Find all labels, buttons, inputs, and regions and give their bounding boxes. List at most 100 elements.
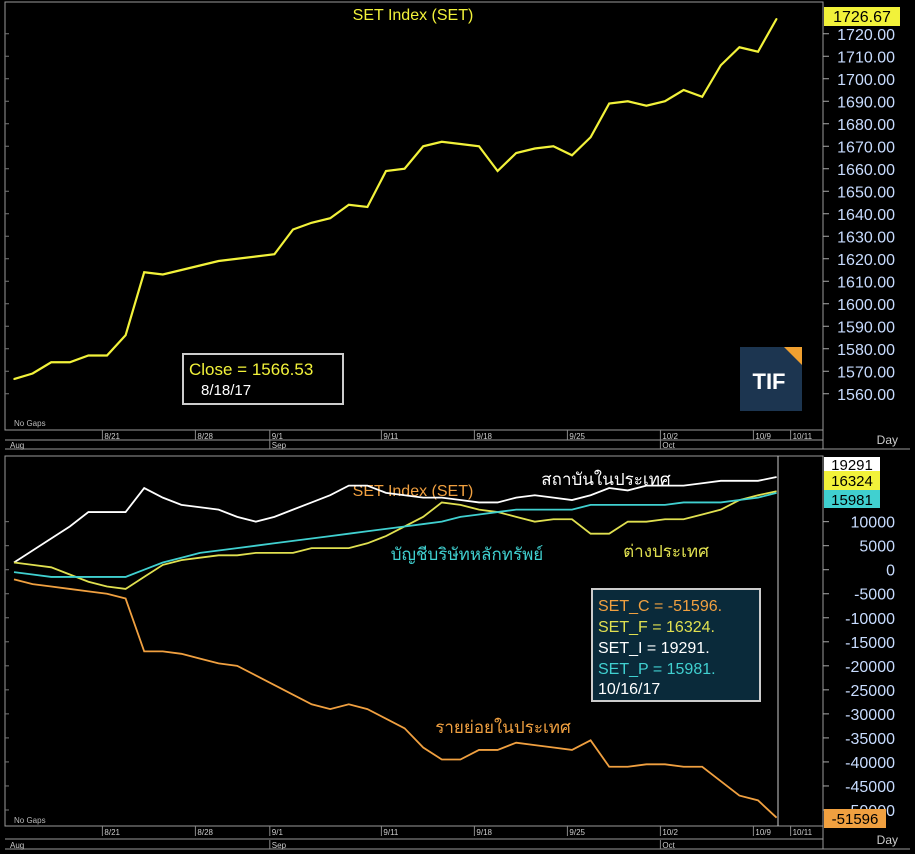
set-index-point — [292, 228, 294, 231]
series-line-proprietary — [13, 492, 777, 578]
y-tick-label: 1720.00 — [837, 27, 895, 44]
set-index-point — [143, 271, 145, 274]
set-index-point — [701, 95, 703, 98]
month-label: Sep — [272, 441, 287, 450]
y-tick-label: 1690.00 — [837, 94, 895, 111]
set-index-point — [515, 152, 517, 154]
x-tick-label: 9/1 — [272, 432, 284, 441]
x-tick-label: 10/2 — [662, 828, 678, 837]
last-value-tags-2: 19291 16324 15981 -51596 — [824, 457, 886, 828]
panel-investor-flows: 10000 5000 0 -5000 -10000 -15000 -20000 -25000 -… — [4, 455, 910, 850]
set-index-line — [13, 18, 778, 381]
x-tick-label: 9/25 — [569, 828, 585, 837]
y-tick-label: 1640.00 — [837, 207, 895, 224]
y-tick-label: 1630.00 — [837, 229, 895, 246]
set-index-point — [236, 257, 238, 260]
set-index-point — [180, 269, 183, 271]
set-index-point — [348, 203, 350, 206]
last-value-tag: 1726.67 — [824, 7, 900, 26]
y-tick-label: 1670.00 — [837, 139, 895, 156]
x-tick-label: 10/9 — [755, 432, 771, 441]
x-tick-label: 9/18 — [476, 828, 492, 837]
y-tick-label: 1660.00 — [837, 162, 895, 179]
y-tick-label: 1570.00 — [837, 364, 895, 381]
x-axis-2: 8/21 8/28 9/1 9/11 9/18 9/25 10/2 10/9 10/11 Aug S… — [10, 826, 813, 850]
month-label: Aug — [10, 441, 24, 450]
close-date: 8/18/17 — [201, 382, 251, 399]
series-line-foreign — [13, 490, 777, 590]
set-index-point — [496, 170, 499, 172]
set-index-point — [106, 354, 108, 357]
x-tick-label: 10/11 — [793, 432, 813, 441]
x-tick-label: 8/28 — [197, 432, 213, 441]
y-tick-label: 1560.00 — [837, 387, 895, 404]
x-tick-label: 9/1 — [272, 828, 284, 837]
x-tick-label: 8/21 — [104, 828, 120, 837]
info-set-f: SET_F = 16324. — [598, 619, 715, 636]
info-set-c: SET_C = -51596. — [598, 598, 722, 615]
y-tick-label: 1680.00 — [837, 117, 895, 134]
y-tick-label: -20000 — [845, 659, 895, 676]
y-tick-label: -15000 — [845, 635, 895, 652]
x-tick-label: 9/18 — [476, 432, 492, 441]
set-index-point — [552, 145, 555, 148]
set-index-point — [162, 273, 164, 276]
chart-title: SET Index (SET) — [353, 7, 474, 24]
close-value: Close = 1566.53 — [189, 360, 313, 379]
set-index-point — [478, 145, 480, 148]
x-tick-label: 9/11 — [383, 828, 399, 837]
y-tick-label: -45000 — [845, 779, 895, 796]
y-axis-2: 10000 5000 0 -5000 -10000 -15000 -20000 -25000 -… — [5, 515, 895, 820]
last-value-text: 1726.67 — [833, 9, 891, 26]
no-gaps-label: No Gaps — [14, 419, 46, 428]
set-index-point — [366, 206, 369, 208]
set-index-point — [329, 217, 332, 220]
y-tick-label: 10000 — [851, 515, 896, 532]
set-index-point — [422, 145, 425, 148]
y-tick-label: -25000 — [845, 683, 895, 700]
set-index-point — [403, 167, 406, 170]
chart-title-2: SET Index (SET) — [353, 483, 474, 500]
set-index-point — [682, 89, 685, 91]
set-index-point — [608, 102, 610, 105]
set-index-point — [385, 170, 387, 172]
y-tick-label: 5000 — [859, 539, 895, 556]
set-index-point — [645, 104, 648, 107]
close-infobox: Close = 1566.53 8/18/17 — [182, 353, 344, 405]
y-tick-label: 1620.00 — [837, 252, 895, 269]
series-line-institutional — [13, 476, 777, 564]
flows-infobox: SET_C = -51596. SET_F = 16324. SET_I = 1… — [591, 588, 761, 702]
y-tick-label: -5000 — [854, 587, 895, 604]
label-proprietary: บัญชีบริษัทหลักทรัพย์ — [391, 545, 544, 564]
set-index-point — [775, 17, 778, 20]
set-index-point — [757, 50, 759, 53]
x-axis-label: Day — [877, 433, 898, 447]
label-institutional: สถาบันในประเทศ — [541, 469, 671, 489]
set-index-point — [310, 221, 313, 224]
x-tick-label: 10/2 — [662, 432, 678, 441]
x-tick-label: 9/11 — [383, 432, 399, 441]
info-set-p: SET_P = 15981. — [598, 661, 716, 678]
y-tick-label: 1600.00 — [837, 297, 895, 314]
tif-logo: TIF — [740, 347, 802, 411]
set-index-point — [124, 334, 127, 337]
month-label: Oct — [662, 841, 675, 850]
y-tick-label: 1710.00 — [837, 49, 895, 66]
x-tick-label: 10/11 — [793, 828, 813, 837]
month-label: Oct — [662, 441, 675, 450]
y-tick-label: 1650.00 — [837, 184, 895, 201]
set-index-point — [571, 154, 573, 157]
y-tick-label: 1580.00 — [837, 342, 895, 359]
set-index-point — [50, 361, 52, 364]
y-tick-label: -35000 — [845, 731, 895, 748]
x-tick-label: 9/25 — [569, 432, 585, 441]
set-index-point — [87, 354, 90, 357]
set-index-point — [589, 136, 592, 139]
set-index-point — [13, 378, 15, 380]
x-axis-label-2: Day — [877, 833, 898, 847]
set-index-point — [534, 147, 536, 150]
y-tick-label: 1590.00 — [837, 319, 895, 336]
y-tick-label: -40000 — [845, 755, 895, 772]
y-axis: 1560.00 1570.00 1580.00 1590.00 1600.00 1610.… — [5, 27, 895, 404]
